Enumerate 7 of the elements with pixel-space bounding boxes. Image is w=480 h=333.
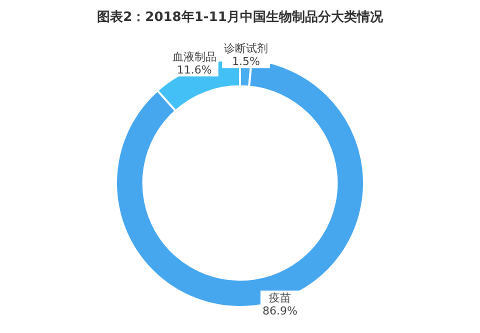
data-label: 1.5% <box>232 55 260 68</box>
slice-label: 血液制品 <box>172 50 216 64</box>
data-label: 11.6% <box>176 63 212 76</box>
chart-title: 图表2：2018年1-11月中国生物制品分大类情况 <box>96 9 384 27</box>
slice-label: 疫苗 <box>268 291 291 304</box>
data-label: 86.9% <box>262 304 298 318</box>
slice-label: 诊断试剂 <box>224 42 268 55</box>
